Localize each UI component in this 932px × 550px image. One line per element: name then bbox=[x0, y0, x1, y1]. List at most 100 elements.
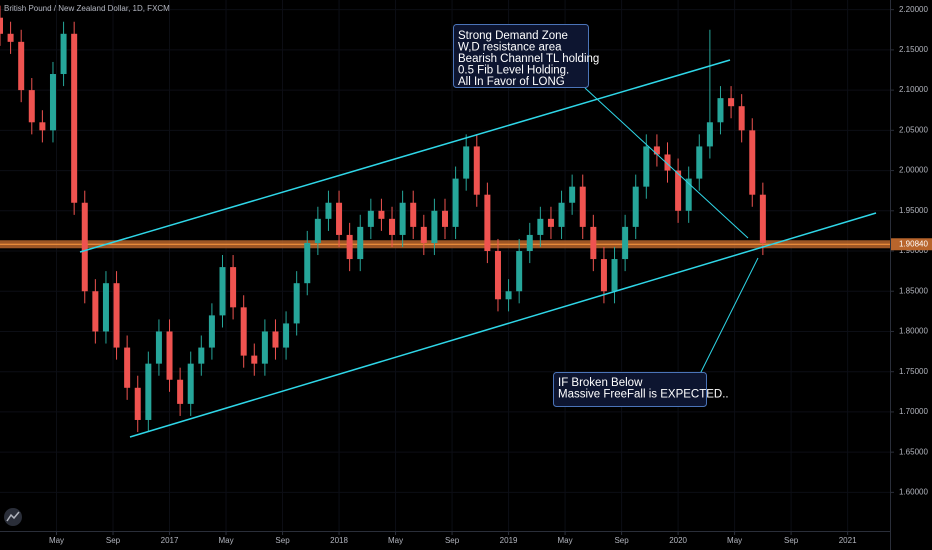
candle-body bbox=[759, 194, 766, 243]
candle-body bbox=[452, 178, 459, 227]
candle-body bbox=[39, 122, 46, 131]
y-tick-label: 1.95000 bbox=[899, 206, 928, 215]
candle-body bbox=[272, 331, 279, 348]
x-tick-label: Sep bbox=[106, 536, 121, 545]
x-tick-label: Sep bbox=[275, 536, 290, 545]
candle-body bbox=[675, 170, 682, 211]
candle-body bbox=[738, 106, 745, 131]
annotation-text: IF Broken Below bbox=[558, 377, 643, 389]
channel-lower bbox=[129, 212, 877, 438]
candle-body bbox=[187, 363, 194, 404]
candle-body bbox=[346, 234, 353, 260]
candle-body bbox=[590, 226, 597, 260]
y-tick-label: 2.10000 bbox=[899, 85, 928, 94]
candle-body bbox=[251, 355, 258, 364]
candle-body bbox=[102, 283, 109, 332]
y-tick-label: 1.90000 bbox=[899, 246, 928, 255]
x-tick-label: May bbox=[558, 536, 573, 545]
callout-pointer bbox=[584, 87, 749, 239]
candle-body bbox=[261, 331, 268, 364]
candle-body bbox=[526, 234, 533, 252]
candle-body bbox=[706, 122, 713, 147]
x-tick-label: 2017 bbox=[161, 536, 179, 545]
y-tick-label: 2.15000 bbox=[899, 45, 928, 54]
candle-body bbox=[442, 210, 448, 227]
candle-body bbox=[622, 226, 629, 260]
y-tick-label: 2.05000 bbox=[899, 125, 928, 134]
drawings bbox=[79, 24, 877, 438]
candles bbox=[0, 5, 766, 433]
candle-body bbox=[643, 146, 650, 187]
candle-body bbox=[293, 283, 300, 324]
candle-body bbox=[484, 194, 491, 252]
candle-body bbox=[166, 331, 173, 380]
candle-body bbox=[240, 307, 247, 356]
candle-body bbox=[336, 202, 343, 235]
candle-body bbox=[537, 218, 544, 235]
y-tick-label: 1.85000 bbox=[899, 286, 928, 295]
candle-body bbox=[219, 267, 226, 316]
candle-body bbox=[653, 146, 660, 155]
x-tick-label: Sep bbox=[614, 536, 629, 545]
y-tick-label: 1.60000 bbox=[899, 487, 928, 496]
candle-body bbox=[664, 154, 671, 171]
candle-body bbox=[177, 379, 184, 404]
candle-body bbox=[198, 347, 205, 364]
candle-body bbox=[314, 218, 321, 243]
chart-title: British Pound / New Zealand Dollar, 1D, … bbox=[4, 4, 170, 13]
candle-body bbox=[28, 90, 35, 123]
candle-body bbox=[569, 186, 576, 203]
price-label-bg bbox=[891, 238, 932, 251]
candle-body bbox=[600, 259, 607, 292]
candle-body bbox=[389, 218, 396, 235]
candle-body bbox=[749, 130, 756, 195]
annotation-text: All In Favor of LONG bbox=[458, 76, 565, 88]
y-tick-label: 1.80000 bbox=[899, 327, 928, 336]
x-tick-label: May bbox=[388, 536, 403, 545]
candle-body bbox=[547, 218, 554, 227]
candle-body bbox=[81, 202, 88, 292]
annotation-text: Massive FreeFall is EXPECTED.. bbox=[558, 389, 729, 401]
candle-body bbox=[494, 251, 501, 300]
candle-body bbox=[230, 267, 237, 308]
candle-body bbox=[579, 186, 586, 227]
annotation-box bbox=[453, 24, 589, 88]
candle-body bbox=[410, 202, 417, 227]
channel-upper bbox=[79, 59, 731, 253]
logo-icon bbox=[6, 511, 20, 522]
candle-body bbox=[420, 226, 427, 243]
candle-body bbox=[7, 33, 14, 42]
candle-body bbox=[378, 210, 385, 219]
candle-body bbox=[49, 74, 56, 131]
callout-pointer bbox=[699, 257, 759, 375]
candle-body bbox=[134, 387, 141, 420]
candle-body bbox=[18, 41, 25, 91]
candle-body bbox=[283, 323, 290, 348]
candle-body bbox=[558, 202, 565, 227]
candle-body bbox=[208, 315, 215, 348]
candle-body bbox=[685, 178, 692, 211]
y-tick-label: 1.70000 bbox=[899, 407, 928, 416]
x-tick-label: May bbox=[727, 536, 742, 545]
annotation-box bbox=[553, 372, 707, 407]
x-tick-label: May bbox=[218, 536, 233, 545]
candle-body bbox=[399, 202, 406, 235]
candle-body bbox=[505, 291, 512, 300]
annotation-text: Strong Demand Zone bbox=[458, 30, 568, 42]
annotation-text: 0.5 Fib Level Holding. bbox=[458, 65, 569, 77]
axes: 1.60000 1.65000 1.70000 1.75000 1.80000 1.850… bbox=[49, 5, 932, 545]
x-tick-label: May bbox=[49, 536, 64, 545]
candle-body bbox=[728, 98, 735, 107]
candle-body bbox=[463, 146, 470, 179]
candle-body bbox=[357, 226, 364, 260]
candle-body bbox=[0, 17, 3, 34]
logo[interactable] bbox=[4, 508, 22, 526]
x-tick-label: 2018 bbox=[330, 536, 348, 545]
candle-body bbox=[145, 363, 152, 420]
y-tick-label: 2.00000 bbox=[899, 166, 928, 175]
x-tick-label: 2020 bbox=[669, 536, 687, 545]
